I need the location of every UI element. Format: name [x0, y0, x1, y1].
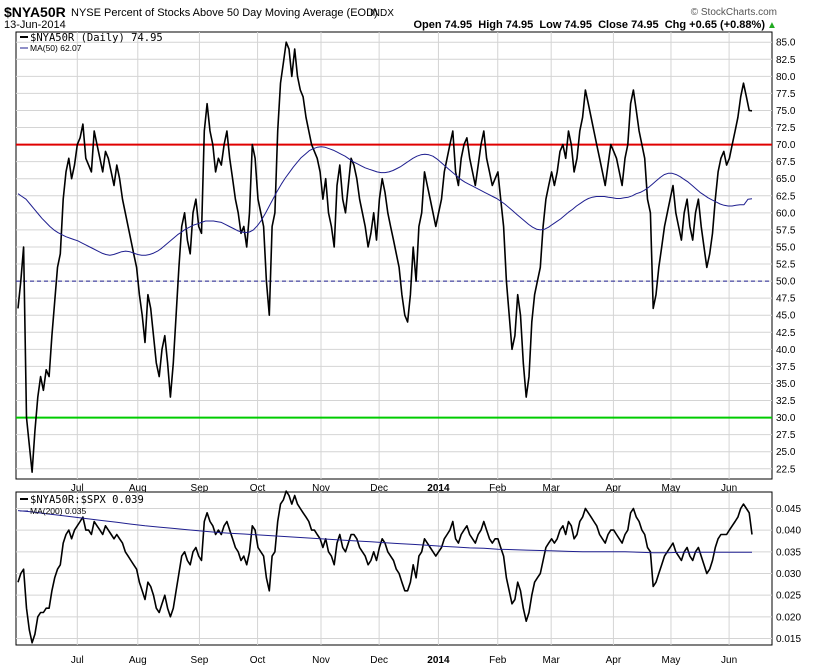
y-tick-label: 32.5 — [776, 396, 796, 407]
main-series — [17, 41, 753, 474]
legend-ma200: MA(200) 0.035 — [30, 506, 86, 516]
main-series-line-ma — [17, 146, 753, 256]
y-tick-label: 85.0 — [776, 38, 796, 49]
y-tick-label: 40.0 — [776, 345, 796, 356]
y-tick-label: 0.035 — [776, 547, 801, 558]
x-tick-label: Dec — [370, 655, 388, 666]
x-tick-label: Mar — [543, 483, 561, 494]
y-tick-label: 62.5 — [776, 191, 796, 202]
ratio-panel-frame — [15, 491, 773, 646]
y-tick-label: 50.0 — [776, 277, 796, 288]
x-tick-label: Aug — [129, 483, 147, 494]
main-y-axis: 22.5 25.0 27.5 30.0 32.5 35.0 37.5 40.0 42.5 45.0… — [776, 38, 796, 476]
y-tick-label: 45.0 — [776, 311, 796, 322]
y-tick-label: 52.5 — [776, 260, 796, 271]
up-arrow-icon: ▲ — [767, 20, 777, 31]
y-tick-label: 0.020 — [776, 612, 801, 623]
legend-ma: MA(50) 62.07 — [30, 43, 82, 53]
y-tick-label: 0.030 — [776, 569, 801, 580]
y-tick-label: 57.5 — [776, 225, 796, 236]
x-tick-label: Apr — [606, 483, 622, 494]
y-tick-label: 22.5 — [776, 464, 796, 475]
legend-ratio: $NYA50R:$SPX 0.039 — [30, 494, 144, 506]
x-tick-label: 2014 — [427, 483, 450, 494]
y-tick-label: 0.015 — [776, 634, 801, 645]
y-tick-label: 82.5 — [776, 55, 796, 66]
ratio-series-line-ma — [17, 510, 752, 554]
y-tick-label: 0.025 — [776, 591, 801, 602]
y-tick-label: 65.0 — [776, 174, 796, 185]
x-tick-label: Feb — [489, 483, 507, 494]
main-panel-frame — [15, 31, 773, 480]
ratio-y-axis: 0.015 0.020 0.025 0.030 0.035 0.040 0.045 — [776, 504, 801, 645]
y-tick-label: 0.045 — [776, 504, 801, 515]
x-tick-label: May — [662, 655, 681, 666]
y-tick-label: 70.0 — [776, 140, 796, 151]
y-tick-label: 42.5 — [776, 328, 796, 339]
y-tick-label: 55.0 — [776, 242, 796, 253]
y-tick-label: 72.5 — [776, 123, 796, 134]
chart-description: NYSE Percent of Stocks Above 50 Day Movi… — [71, 7, 378, 19]
x-tick-label: Jun — [721, 655, 737, 666]
main-legend: $NYA50R (Daily) 74.95 MA(50) 62.07 — [20, 32, 163, 53]
x-tick-label: Jun — [721, 483, 737, 494]
y-tick-label: 47.5 — [776, 294, 796, 305]
y-tick-label: 37.5 — [776, 362, 796, 373]
ratio-panel: 0.015 0.020 0.025 0.030 0.035 0.040 0.045 $NYA… — [15, 490, 801, 646]
y-tick-label: 30.0 — [776, 413, 796, 424]
ratio-x-axis: Jul Aug Sep Oct Nov Dec 2014 Feb Mar Apr May Jun — [71, 655, 737, 666]
y-tick-label: 67.5 — [776, 157, 796, 168]
quote-summary: Open 74.95 High 74.95 Low 74.95 Close 74… — [413, 19, 765, 31]
x-tick-label: Feb — [489, 655, 507, 666]
ratio-panel-grid — [16, 492, 772, 645]
y-tick-label: 27.5 — [776, 430, 796, 441]
main-series-line-primary — [17, 41, 753, 474]
x-tick-label: Sep — [191, 483, 209, 494]
y-tick-label: 35.0 — [776, 379, 796, 390]
copyright-link[interactable]: © StockCharts.com — [691, 7, 777, 18]
main-panel: 22.5 25.0 27.5 30.0 32.5 35.0 37.5 40.0 42.5 45.0… — [15, 31, 796, 480]
x-tick-label: Aug — [129, 655, 147, 666]
x-tick-label: Sep — [191, 655, 209, 666]
y-tick-label: 25.0 — [776, 447, 796, 458]
y-tick-label: 80.0 — [776, 72, 796, 83]
y-tick-label: 75.0 — [776, 106, 796, 117]
x-tick-label: Nov — [312, 655, 330, 666]
x-tick-label: Oct — [250, 483, 266, 494]
x-tick-label: Nov — [312, 483, 330, 494]
x-tick-label: 2014 — [427, 655, 450, 666]
legend-price: $NYA50R (Daily) 74.95 — [30, 32, 163, 44]
x-tick-label: Jul — [71, 655, 84, 666]
ratio-series — [17, 490, 753, 644]
main-x-axis: Jul Aug Sep Oct Nov Dec 2014 Feb Mar Apr May Jun — [71, 483, 737, 494]
reference-lines — [16, 143, 772, 419]
y-tick-label: 60.0 — [776, 208, 796, 219]
y-tick-label: 0.040 — [776, 526, 801, 537]
ratio-legend: $NYA50R:$SPX 0.039 MA(200) 0.035 — [20, 494, 144, 516]
chart-date: 13-Jun-2014 — [4, 19, 66, 31]
x-tick-label: Jul — [71, 483, 84, 494]
y-tick-label: 77.5 — [776, 89, 796, 100]
x-tick-label: Dec — [370, 483, 388, 494]
x-tick-label: Mar — [543, 655, 561, 666]
symbol-title: $NYA50R — [4, 4, 66, 20]
x-tick-label: Apr — [606, 655, 622, 666]
exchange-label: INDX — [370, 8, 394, 19]
x-tick-label: May — [662, 483, 681, 494]
x-tick-label: Oct — [250, 655, 266, 666]
